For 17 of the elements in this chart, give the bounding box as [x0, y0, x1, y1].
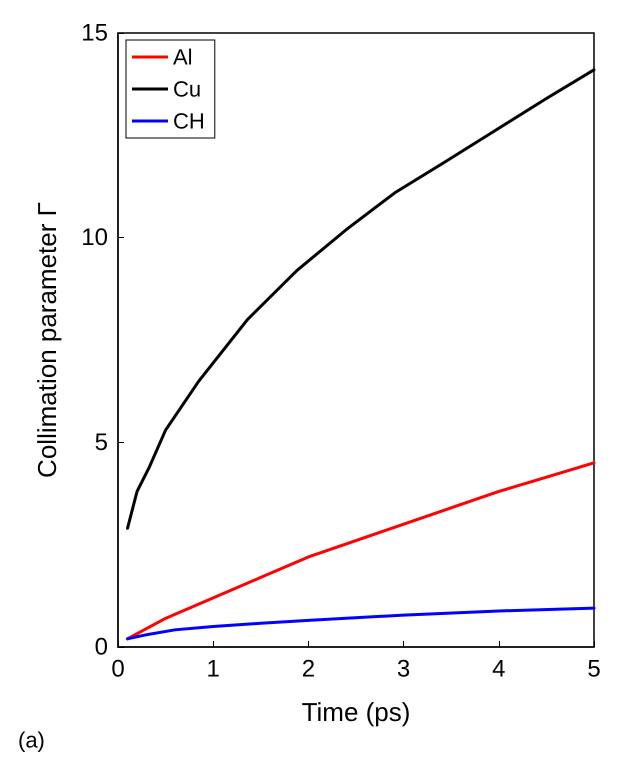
y-tick-label: 10: [81, 224, 108, 252]
y-tick-label: 15: [81, 20, 108, 46]
y-tick-label: 5: [94, 428, 108, 456]
legend-label: Al: [173, 44, 193, 70]
x-tick-label: 5: [587, 656, 601, 682]
text: (a): [18, 728, 45, 752]
x-tick-label: 0: [111, 656, 125, 682]
legend-label: Cu: [173, 76, 202, 102]
x-tick-label: 4: [492, 656, 506, 682]
x-tick-label: 3: [396, 656, 410, 682]
x-tick-label: 2: [302, 656, 316, 682]
x-axis-title: Time (ps): [302, 697, 410, 727]
line-series: [126, 606, 596, 640]
x-tick-label: 1: [206, 656, 220, 682]
y-tick-label: 0: [94, 634, 108, 660]
y-axis-title: Collimation parameter Γ: [32, 202, 62, 478]
legend-label: CH: [173, 108, 205, 134]
